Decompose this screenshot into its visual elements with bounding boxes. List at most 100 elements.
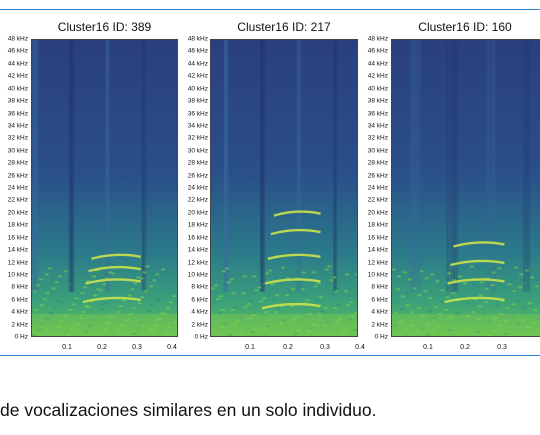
- y-tick-label: 4 kHz: [191, 308, 208, 316]
- y-tick-label: 8 kHz: [371, 283, 388, 291]
- y-tick-label: 38 kHz: [187, 97, 208, 105]
- y-tick-label: 40 kHz: [187, 85, 208, 93]
- y-tick-label: 48 kHz: [7, 35, 28, 43]
- y-tick-label: 16 kHz: [187, 234, 208, 242]
- spectrogram-figure: 0 Hz 2 kHz 4 kHz 6 kHz 8 kHz 10 kHz 12 kHz 14 k…: [0, 9, 540, 356]
- y-tick-label: 0 Hz: [14, 333, 28, 341]
- y-tick-label: 16 kHz: [367, 234, 388, 242]
- x-tick-label: 0.3: [497, 344, 507, 351]
- y-tick-label: 36 kHz: [7, 110, 28, 117]
- y-tick-label: 20 kHz: [187, 209, 208, 217]
- y-tick-label: 0 Hz: [194, 333, 208, 341]
- y-axis-labels: 0 Hz 2 kHz 4 kHz 6 kHz 8 kHz 10 kHz 12 kHz 14 k…: [358, 35, 388, 341]
- spectrogram-plot: [391, 39, 540, 337]
- harmonic-band: [267, 253, 321, 260]
- y-tick-label: 0 Hz: [374, 333, 388, 341]
- y-tick-label: 32 kHz: [367, 134, 388, 142]
- y-tick-label: 2 kHz: [371, 321, 388, 329]
- y-tick-label: 18 kHz: [7, 221, 28, 229]
- y-tick-label: 8 kHz: [191, 283, 208, 291]
- harmonic-band: [273, 210, 321, 217]
- y-tick-label: 30 kHz: [367, 147, 388, 155]
- y-tick-label: 10 kHz: [367, 271, 388, 279]
- y-tick-label: 28 kHz: [367, 159, 388, 167]
- y-tick-label: 4 kHz: [371, 308, 388, 316]
- y-tick-label: 38 kHz: [367, 97, 388, 105]
- y-tick-label: 34 kHz: [187, 122, 208, 130]
- y-tick-label: 14 kHz: [187, 246, 208, 254]
- y-tick-label: 28 kHz: [187, 159, 208, 167]
- y-tick-label: 18 kHz: [367, 221, 388, 229]
- x-tick-label: 0.2: [283, 344, 293, 351]
- y-tick-label: 46 kHz: [187, 47, 208, 55]
- harmonic-band: [270, 228, 321, 236]
- y-tick-label: 28 kHz: [7, 159, 28, 167]
- panel-1: 0 Hz 2 kHz 4 kHz 6 kHz 8 kHz 10 kHz 12 kHz 14 k…: [0, 10, 185, 355]
- y-tick-label: 10 kHz: [187, 271, 208, 279]
- harmonic-band: [450, 259, 505, 267]
- panel-2: 0 Hz 2 kHz 4 kHz 6 kHz 8 kHz 10 kHz 12 kHz 14 k…: [180, 10, 365, 355]
- y-tick-label: 26 kHz: [187, 172, 208, 180]
- y-tick-label: 40 kHz: [7, 85, 28, 93]
- harmonic-band: [264, 278, 321, 285]
- y-tick-label: 24 kHz: [187, 184, 208, 192]
- x-tick-label: 0.4: [355, 344, 365, 351]
- harmonic-band: [88, 265, 141, 273]
- harmonic-band: [453, 241, 505, 248]
- harmonic-band: [261, 302, 321, 310]
- y-tick-label: 22 kHz: [187, 196, 208, 204]
- y-tick-label: 26 kHz: [7, 172, 28, 180]
- y-tick-label: 12 kHz: [187, 259, 208, 266]
- y-tick-label: 6 kHz: [11, 296, 28, 304]
- figure-caption: de vocalizaciones similares en un solo i…: [0, 400, 377, 420]
- y-tick-label: 42 kHz: [187, 72, 208, 80]
- harmonic-band: [444, 296, 505, 304]
- y-tick-label: 38 kHz: [7, 97, 28, 105]
- y-tick-label: 44 kHz: [187, 60, 208, 68]
- y-tick-label: 44 kHz: [367, 60, 388, 68]
- y-tick-label: 4 kHz: [11, 308, 28, 316]
- y-tick-label: 6 kHz: [371, 296, 388, 304]
- x-tick-label: 0.2: [97, 344, 107, 351]
- y-tick-label: 20 kHz: [7, 209, 28, 217]
- x-tick-label: 0.2: [460, 344, 470, 351]
- y-tick-label: 8 kHz: [11, 283, 28, 291]
- y-tick-label: 44 kHz: [7, 60, 28, 68]
- y-tick-label: 46 kHz: [7, 47, 28, 55]
- y-tick-label: 30 kHz: [187, 147, 208, 155]
- y-tick-label: 2 kHz: [191, 321, 208, 329]
- panel-title: Cluster16 ID: 389: [57, 20, 152, 34]
- panel-title: Cluster16 ID: 217: [237, 20, 331, 34]
- y-tick-label: 22 kHz: [7, 196, 28, 204]
- y-tick-label: 10 kHz: [7, 271, 28, 279]
- y-tick-label: 16 kHz: [7, 234, 28, 242]
- y-tick-label: 46 kHz: [367, 47, 388, 55]
- y-tick-label: 24 kHz: [367, 184, 388, 192]
- y-tick-label: 14 kHz: [367, 246, 388, 254]
- y-tick-label: 24 kHz: [7, 184, 28, 192]
- harmonic-band: [85, 278, 141, 285]
- harmonic-band: [91, 253, 141, 260]
- y-tick-label: 12 kHz: [7, 259, 28, 266]
- y-tick-label: 48 kHz: [187, 35, 208, 43]
- panel-3: 0 Hz 2 kHz 4 kHz 6 kHz 8 kHz 10 kHz 12 kHz 14 k…: [360, 10, 540, 355]
- y-tick-label: 30 kHz: [7, 147, 28, 155]
- y-tick-label: 32 kHz: [7, 134, 28, 142]
- y-tick-label: 18 kHz: [187, 221, 208, 229]
- panel-title: Cluster16 ID: 160: [418, 20, 512, 34]
- y-tick-label: 6 kHz: [191, 296, 208, 304]
- harmonic-band: [447, 278, 505, 285]
- y-axis-labels: 0 Hz 2 kHz 4 kHz 6 kHz 8 kHz 10 kHz 12 kHz 14 k…: [178, 35, 208, 341]
- y-tick-label: 34 kHz: [7, 122, 28, 130]
- y-tick-label: 36 kHz: [367, 110, 388, 117]
- x-tick-label: 0.4: [167, 344, 177, 351]
- y-tick-label: 48 kHz: [367, 35, 388, 43]
- y-tick-label: 42 kHz: [367, 72, 388, 80]
- y-axis-labels: 0 Hz 2 kHz 4 kHz 6 kHz 8 kHz 10 kHz 12 kHz 14 k…: [0, 35, 28, 341]
- y-tick-label: 40 kHz: [367, 85, 388, 93]
- y-tick-label: 14 kHz: [7, 246, 28, 254]
- y-tick-label: 2 kHz: [11, 321, 28, 329]
- y-tick-label: 22 kHz: [367, 196, 388, 204]
- spectrogram-plot: [210, 39, 358, 337]
- y-tick-label: 36 kHz: [187, 110, 208, 117]
